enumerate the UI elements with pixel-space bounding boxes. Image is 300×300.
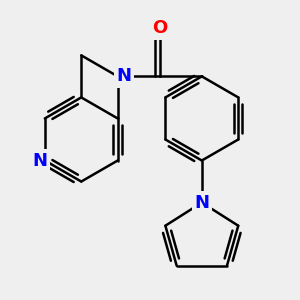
Text: N: N xyxy=(116,68,131,85)
Text: O: O xyxy=(152,19,167,37)
Text: N: N xyxy=(32,152,47,169)
Text: N: N xyxy=(194,194,209,211)
